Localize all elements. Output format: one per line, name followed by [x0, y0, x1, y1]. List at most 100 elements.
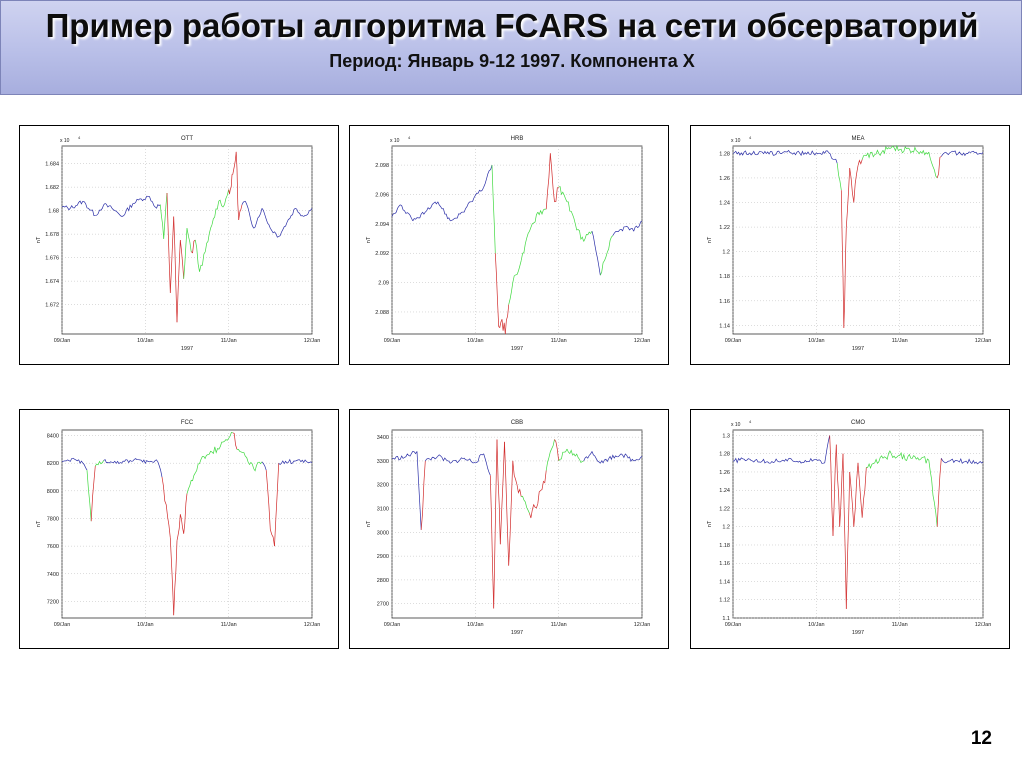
series-segment-disturbed: [840, 190, 845, 328]
series-segment-recovery: [928, 152, 938, 179]
plot-area: [732, 429, 984, 619]
series-segment-quiet: [966, 150, 984, 155]
series-segment-disturbed: [233, 151, 237, 170]
series-segment-quiet: [450, 211, 463, 222]
series-segment-disturbed: [179, 239, 185, 279]
y-tick-label: 1.26: [719, 176, 730, 182]
series-segment-quiet: [261, 461, 267, 471]
series-segment-quiet: [412, 211, 426, 222]
series-segment-recovery: [890, 453, 900, 459]
series-segment-disturbed: [235, 151, 240, 221]
series-segment-disturbed: [839, 453, 844, 527]
series-segment-disturbed: [232, 432, 238, 450]
series-segment-recovery: [520, 231, 530, 261]
series-segment-quiet: [132, 198, 142, 204]
chart-panel-hrb: 2.088 2.09 2.092 2.094 2.096 2.098 09/Jan 10/Ja…: [349, 125, 669, 365]
series-segment-recovery: [545, 439, 555, 471]
series-segment-quiet: [620, 453, 634, 462]
y-tick-label: 1.28: [719, 452, 730, 458]
series-segment-disturbed: [554, 439, 560, 461]
series-segment-quiet: [61, 205, 71, 211]
y-axis-label: nT: [366, 520, 372, 527]
series-segment-quiet: [766, 150, 784, 156]
series-segment-recovery: [218, 199, 225, 208]
plot-area: [391, 145, 643, 335]
series-segment-disturbed: [849, 471, 855, 527]
series-segment-quiet: [261, 208, 271, 229]
exponent-label: x 10: [60, 138, 70, 144]
series-segment-quiet: [437, 454, 451, 464]
y-tick-label: 1.14: [719, 579, 730, 585]
exponent-power: 4: [749, 135, 752, 140]
series-segment-quiet: [303, 208, 313, 217]
x-tick-label: 12/Jan: [304, 622, 321, 628]
chart-panel-cbb: 2700 2800 2900 3000 3100 3200 3300 3400 09/Jan 10…: [349, 409, 669, 649]
series-segment-disturbed: [489, 475, 495, 609]
series-segment-disturbed: [849, 168, 855, 203]
y-tick-label: 1.676: [45, 256, 59, 262]
series-segment-quiet: [286, 208, 296, 223]
series-segment-disturbed: [508, 460, 514, 566]
exponent-label: x 10: [731, 422, 741, 428]
slide-subtitle: Период: Январь 9-12 1997. Компонента X: [329, 51, 695, 71]
y-tick-label: 1.3: [722, 433, 730, 439]
series-segment-recovery: [566, 448, 576, 457]
y-tick-label: 1.672: [45, 303, 59, 309]
series-segment-recovery: [203, 450, 213, 460]
series-segment-disturbed: [501, 319, 506, 335]
series-segment-disturbed: [166, 192, 171, 293]
series-segment-quiet: [816, 150, 830, 156]
y-tick-label: 1.682: [45, 185, 59, 191]
series-segment-quiet: [425, 201, 439, 213]
series-segment-quiet: [583, 451, 593, 462]
series-segment-quiet: [437, 201, 451, 222]
y-tick-label: 1.12: [719, 598, 730, 604]
y-tick-label: 2900: [377, 554, 389, 560]
series-segment-disturbed: [857, 159, 863, 166]
x-tick-label: 09/Jan: [725, 622, 742, 628]
y-tick-label: 1.14: [719, 323, 730, 329]
series-segment-recovery: [916, 456, 930, 464]
series-segment-quiet: [471, 186, 485, 203]
series-segment-quiet: [103, 459, 121, 465]
series-segment-quiet: [391, 204, 401, 217]
series-segment-disturbed: [857, 462, 863, 518]
chart-cbb: 2700 2800 2900 3000 3100 3200 3300 3400 09/Jan 10…: [366, 420, 650, 636]
series-segment-recovery: [874, 149, 884, 156]
x-tick-label: 09/Jan: [54, 338, 71, 344]
series-segment-quiet: [253, 208, 263, 229]
chart-cmo: 1.1 1.12 1.14 1.16 1.18 1.2 1.22 1.24 1.26 1.28 1.…: [707, 419, 991, 636]
y-axis-label: nT: [36, 236, 42, 243]
slide-title: Пример работы алгоритма FCARS на сети об…: [45, 7, 979, 44]
series-segment-disturbed: [176, 514, 181, 541]
x-tick-label: 10/Jan: [808, 338, 825, 344]
series-segment-disturbed: [494, 253, 500, 327]
exponent-power: 4: [749, 419, 752, 424]
x-axis-label: 1997: [852, 346, 864, 352]
series-segment-recovery: [211, 201, 220, 225]
series-segment-quiet: [295, 459, 313, 464]
exponent-label: x 10: [731, 138, 741, 144]
series-segment-quiet: [95, 204, 105, 216]
series-segment-recovery: [194, 455, 204, 474]
series-segment-recovery: [163, 192, 168, 239]
y-tick-label: 7800: [47, 516, 59, 522]
series-segment-quiet: [140, 195, 150, 202]
series-segment-quiet: [404, 450, 418, 458]
series-segment-quiet: [816, 458, 825, 464]
series-segment-disturbed: [190, 239, 196, 254]
x-tick-label: 11/Jan: [892, 622, 908, 628]
series-segment-quiet: [82, 200, 96, 217]
series-segment-quiet: [450, 457, 463, 464]
series-segment-disturbed: [516, 484, 522, 497]
y-tick-label: 1.2: [722, 525, 730, 531]
y-tick-label: 3400: [377, 435, 389, 441]
x-tick-label: 10/Jan: [137, 622, 154, 628]
series-segment-quiet: [157, 461, 163, 478]
x-tick-label: 09/Jan: [384, 622, 401, 628]
series-segment-recovery: [186, 228, 192, 252]
series-segment-recovery: [836, 163, 842, 191]
y-axis-label: nT: [366, 236, 372, 243]
series-segment-disturbed: [504, 441, 510, 566]
x-tick-label: 11/Jan: [221, 338, 237, 344]
